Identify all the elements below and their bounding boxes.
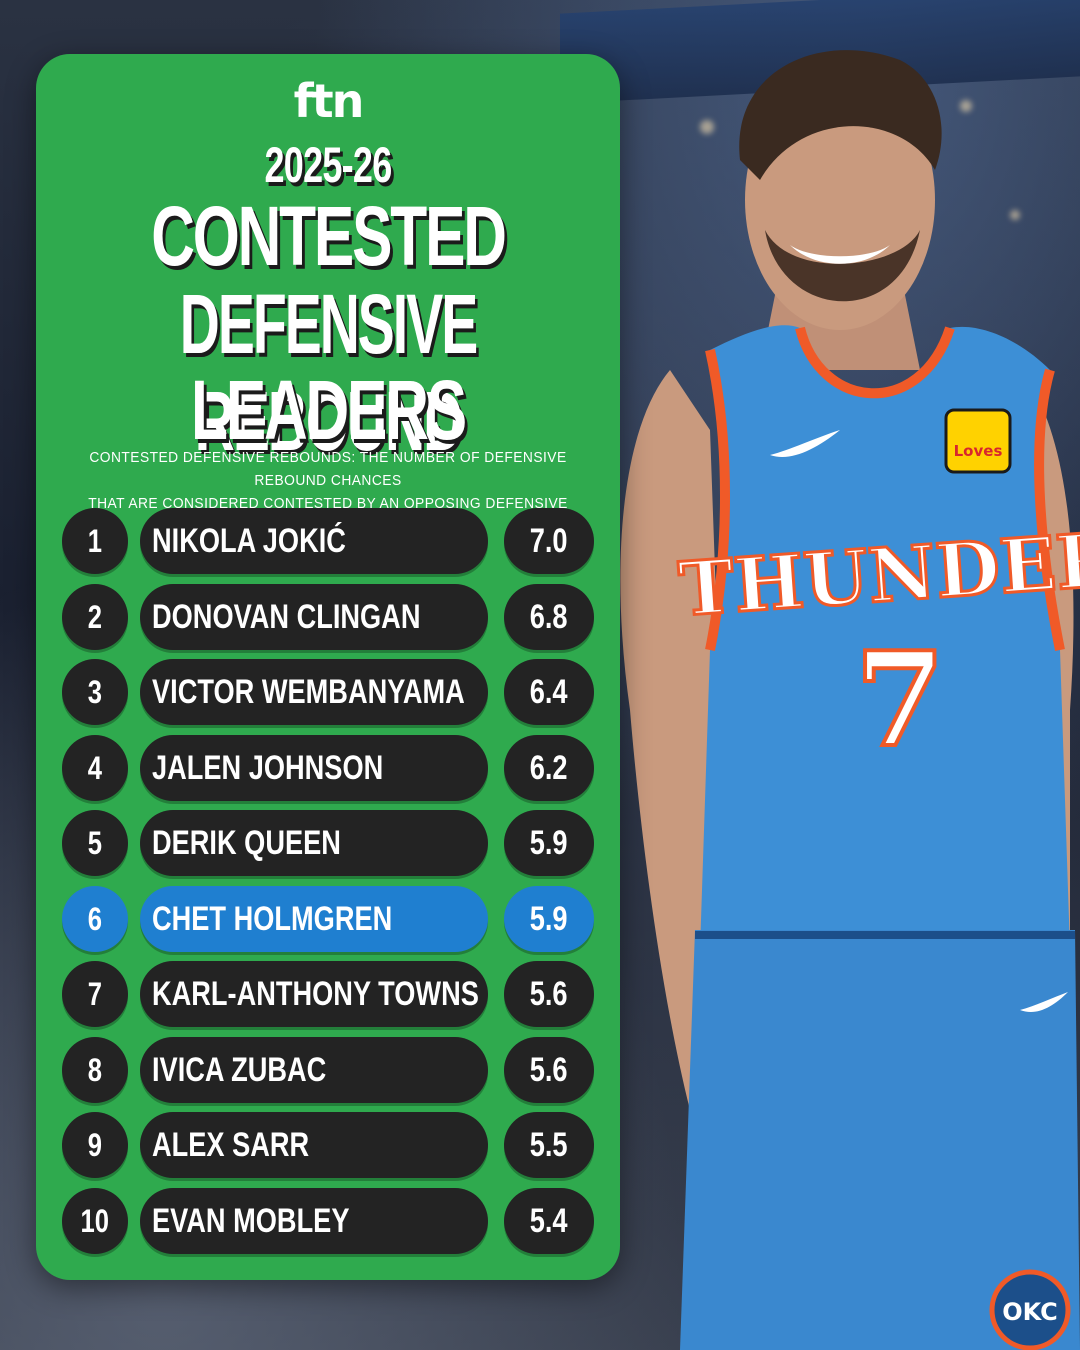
rank-badge: 2 [62, 583, 128, 650]
jersey-trim [795, 326, 955, 399]
stat-value-pill: 7.0 [504, 508, 594, 574]
leader-row: 5 DERIK QUEEN 5.9 [36, 810, 620, 876]
stat-value-pill: 6.4 [504, 659, 594, 725]
title-line-3: LEADERS [191, 363, 467, 457]
player-name-pill: NIKOLA JOKIĆ [140, 508, 488, 574]
player-name: JALEN JOHNSON [152, 748, 384, 787]
leader-row: 3 VICTOR WEMBANYAMA 6.4 [36, 659, 620, 725]
leader-row-highlighted: 6 CHET HOLMGREN 5.9 [36, 885, 620, 952]
stat-value: 7.0 [530, 522, 568, 560]
stat-value: 5.6 [530, 975, 568, 1013]
stat-value: 5.6 [530, 1050, 568, 1089]
stat-value-pill: 5.6 [504, 1036, 594, 1103]
rank-text: 6 [87, 900, 103, 937]
player-beard [765, 230, 920, 302]
rank-badge: 7 [62, 961, 128, 1027]
okc-logo-text: OKC [1002, 1298, 1058, 1326]
player-name-pill: DONOVAN CLINGAN [140, 583, 488, 650]
season-label: 2025-26 [264, 137, 392, 193]
player-name: VICTOR WEMBANYAMA [152, 673, 465, 711]
leader-row: 2 DONOVAN CLINGAN 6.8 [36, 583, 620, 650]
rank-badge: 1 [62, 508, 128, 574]
player-name-pill: EVAN MOBLEY [140, 1187, 488, 1254]
ftn-logo: ftn [293, 74, 365, 128]
leader-row: 1 NIKOLA JOKIĆ 7.0 [36, 508, 620, 574]
player-name-pill: DERIK QUEEN [140, 810, 488, 876]
loves-patch [944, 408, 1012, 474]
player-shorts [680, 930, 1080, 1350]
stat-value: 5.9 [530, 899, 568, 938]
player-name: DONOVAN CLINGAN [152, 597, 421, 636]
player-photo: THUNDER 7 Loves OKC [620, 50, 1080, 1350]
arena-light [1010, 210, 1020, 220]
player-name-pill: VICTOR WEMBANYAMA [140, 659, 488, 725]
player-name: EVAN MOBLEY [152, 1201, 350, 1240]
player-jersey [700, 325, 1070, 951]
stat-value-pill: 5.4 [504, 1187, 594, 1254]
jersey-trim [1034, 368, 1065, 651]
rank-badge: 10 [62, 1187, 128, 1254]
rank-text: 5 [87, 825, 103, 861]
player-smile [790, 245, 890, 264]
stat-value-pill: 5.5 [504, 1112, 594, 1178]
rank-text: 3 [87, 674, 103, 710]
player-hair [739, 50, 942, 180]
stat-value-pill: 6.8 [504, 583, 594, 650]
loves-patch-text: Loves [954, 442, 1003, 460]
nike-swoosh-icon [1020, 992, 1068, 1012]
rank-text: 2 [87, 598, 103, 635]
okc-logo [989, 1269, 1071, 1350]
stat-value-pill: 6.2 [504, 734, 594, 801]
player-name-pill: ALEX SARR [140, 1112, 488, 1178]
definition-line-1: CONTESTED DEFENSIVE REBOUNDS: THE NUMBER… [89, 449, 567, 489]
rank-badge: 3 [62, 659, 128, 725]
player-name-pill: IVICA ZUBAC [140, 1036, 488, 1103]
rank-text: 1 [87, 523, 103, 559]
nike-swoosh-icon [770, 430, 840, 458]
stat-value: 6.8 [530, 597, 568, 636]
player-name: CHET HOLMGREN [152, 899, 393, 938]
stat-value-pill: 5.9 [504, 810, 594, 876]
player-name: ALEX SARR [152, 1126, 310, 1164]
rank-text: 4 [87, 749, 103, 786]
leader-row: 9 ALEX SARR 5.5 [36, 1112, 620, 1178]
player-name: KARL-ANTHONY TOWNS [152, 975, 479, 1013]
player-name-pill: KARL-ANTHONY TOWNS [140, 961, 488, 1027]
leaderboard-panel: ftn 2025-26 CONTESTED DEFENSIVE REBOUND … [36, 54, 620, 1280]
rank-badge: 9 [62, 1112, 128, 1178]
stat-value-pill: 5.6 [504, 961, 594, 1027]
rank-text: 7 [87, 976, 103, 1012]
arena-light [960, 100, 972, 112]
player-name: IVICA ZUBAC [152, 1050, 327, 1089]
player-name: NIKOLA JOKIĆ [152, 522, 346, 560]
leader-row: 7 KARL-ANTHONY TOWNS 5.6 [36, 961, 620, 1027]
leader-row: 8 IVICA ZUBAC 5.6 [36, 1036, 620, 1103]
stat-value: 5.5 [530, 1126, 568, 1164]
player-name-pill: CHET HOLMGREN [140, 885, 488, 952]
rank-text: 9 [87, 1127, 103, 1163]
stat-value-pill: 5.9 [504, 885, 594, 952]
leader-row: 4 JALEN JOHNSON 6.2 [36, 734, 620, 801]
player-name-pill: JALEN JOHNSON [140, 734, 488, 801]
arena-light [700, 120, 714, 134]
leader-row: 10 EVAN MOBLEY 5.4 [36, 1187, 620, 1254]
title-line-2: DEFENSIVE REBOUND [179, 277, 478, 468]
rank-badge: 8 [62, 1036, 128, 1103]
rank-text: 8 [87, 1051, 103, 1088]
title-line-1: CONTESTED [151, 189, 507, 283]
stat-value: 5.4 [530, 1201, 568, 1240]
jersey-number: 7 [855, 623, 945, 776]
jersey-trim [705, 348, 730, 651]
rank-text: 10 [80, 1202, 110, 1239]
rank-badge: 5 [62, 810, 128, 876]
stat-value: 6.2 [530, 748, 568, 787]
stat-value: 6.4 [530, 673, 568, 711]
player-name: DERIK QUEEN [152, 824, 341, 862]
rank-badge: 6 [62, 885, 128, 952]
stat-value: 5.9 [530, 824, 568, 862]
rank-badge: 4 [62, 734, 128, 801]
